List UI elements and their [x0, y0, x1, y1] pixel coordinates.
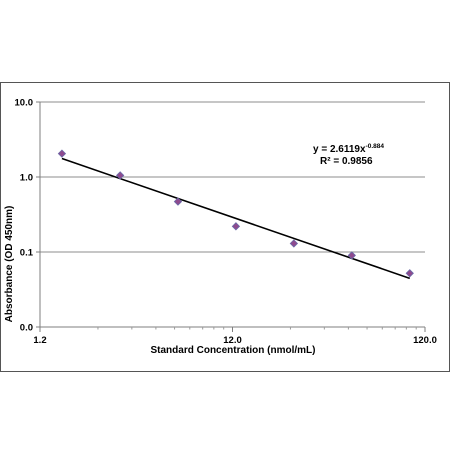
data-points [57, 149, 414, 278]
chart: 1.2 12.0 120.0 0.0 0.1 1.0 10.0 y = 2.6119x-0… [0, 82, 450, 372]
y-tick-label: 1.0 [20, 173, 33, 184]
x-tick-label: 1.2 [33, 335, 46, 346]
y-axis-label: Absorbance (OD 450nm) [4, 206, 15, 323]
x-tick-label: 12.0 [223, 335, 242, 346]
data-point [289, 239, 299, 248]
grid-lines [40, 101, 425, 253]
y-ticks: 0.0 0.1 1.0 10.0 [15, 98, 40, 334]
chart-frame: 1.2 12.0 120.0 0.0 0.1 1.0 10.0 y = 2.6119x-0… [0, 82, 450, 372]
x-ticks: 1.2 12.0 120.0 [33, 327, 437, 346]
trendline-equation: y = 2.6119x-0.884 [313, 143, 384, 155]
x-axis-label: Standard Concentration (nmol/mL) [151, 345, 316, 356]
data-point [347, 251, 356, 260]
r-squared-label: R² = 0.9856 [320, 156, 373, 167]
y-tick-label: 0.0 [20, 323, 33, 334]
y-tick-label: 10.0 [15, 98, 34, 109]
data-point [57, 149, 67, 158]
y-tick-label: 0.1 [20, 248, 34, 259]
data-point [231, 222, 241, 231]
x-tick-label: 120.0 [413, 335, 437, 346]
data-point [405, 269, 414, 278]
data-point [173, 197, 183, 206]
chart-border [0, 82, 450, 372]
data-point [115, 171, 125, 180]
